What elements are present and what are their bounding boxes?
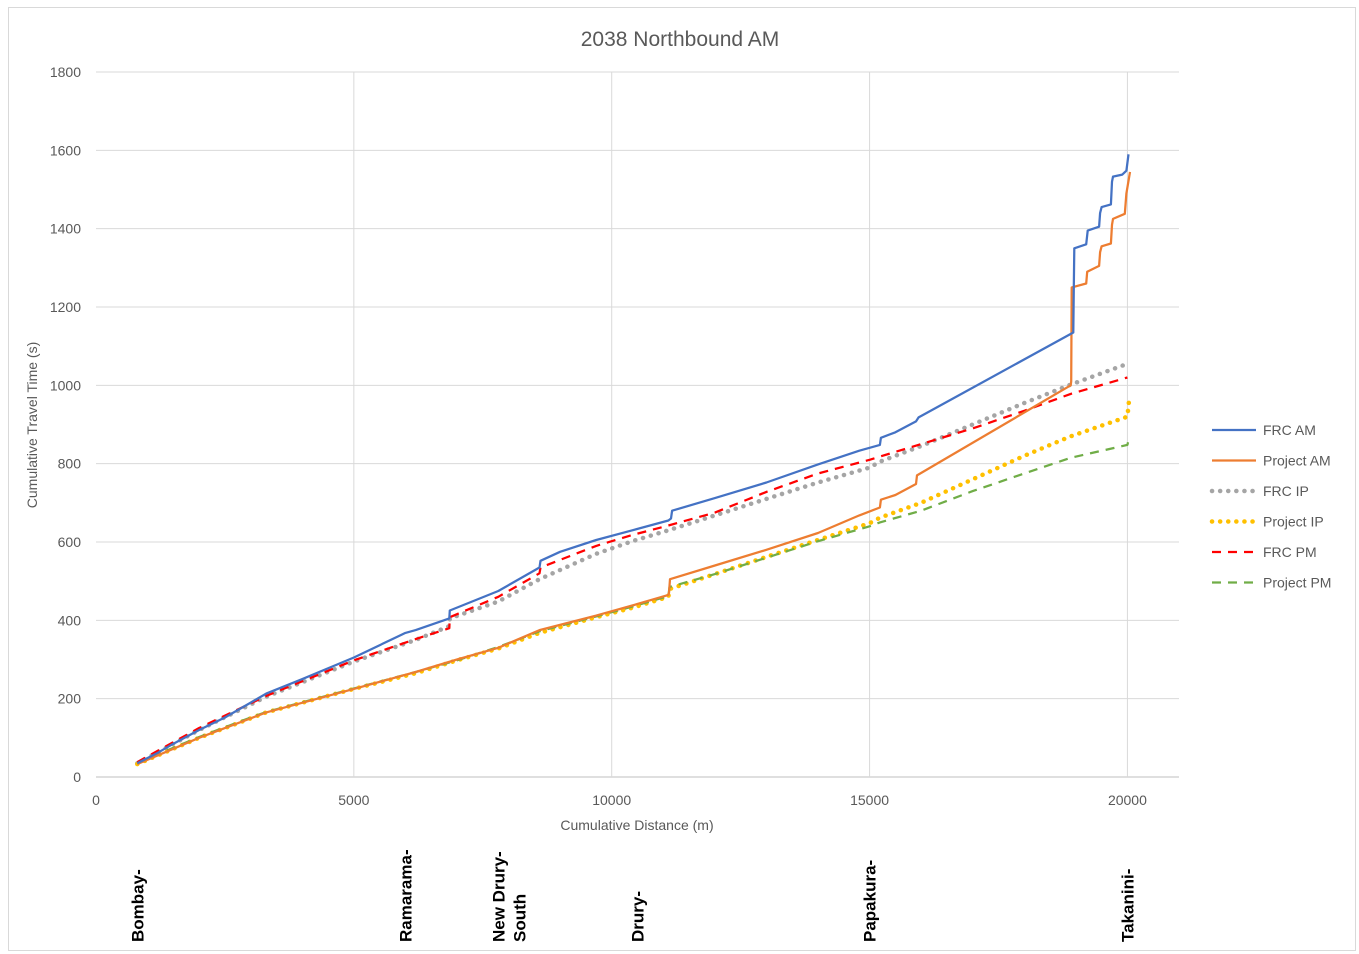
y-axis-label: Cumulative Travel Time (s) [24,342,40,508]
series-line-frc-am [136,154,1130,765]
series-line-frc-pm [136,376,1128,764]
x-tick-label: 15000 [850,792,889,808]
y-tick-label: 1000 [50,377,81,393]
y-tick-label: 400 [58,612,82,628]
y-tick-label: 1200 [50,299,81,315]
legend: FRC AM Project AM FRC IP Project IP FRC PM Pr… [1209,422,1331,591]
x-axis-label: Cumulative Distance (m) [560,817,713,833]
y-tick-label: 1800 [50,64,81,80]
legend-label: FRC AM [1263,422,1316,438]
y-tick-label: 0 [73,769,81,785]
legend-label: Project IP [1263,514,1324,530]
station-label: New Drury- South [490,851,530,942]
series-line-frc-ip [135,361,1130,766]
x-tick-label: 0 [92,792,100,808]
y-tick-label: 800 [58,456,82,472]
x-tick-label: 10000 [592,792,631,808]
x-tick-labels: 0 5000 10000 15000 20000 [92,792,1147,808]
station-label: Ramarama- [396,849,415,942]
legend-label: FRC IP [1263,483,1309,499]
station-label: Papakura- [861,860,880,942]
legend-label: Project PM [1263,575,1331,591]
series-line-project-am [136,171,1132,766]
legend-label: Project AM [1263,453,1331,469]
station-label: Bombay- [128,869,147,942]
station-label: Drury- [629,891,648,942]
chart-frame [8,7,1356,951]
y-tick-label: 600 [58,534,82,550]
y-tick-label: 200 [58,691,82,707]
station-label: Takanini- [1118,869,1137,942]
series-line-project-pm [136,437,1131,764]
series-line-project-ip [135,398,1132,767]
legend-label: FRC PM [1263,544,1317,560]
station-labels: Bombay- Ramarama- New Drury- South Drury- Pap… [128,849,1137,942]
chart-title: 2038 Northbound AM [581,28,779,51]
x-tick-label: 20000 [1108,792,1147,808]
y-tick-labels: 0 200 400 600 800 1000 1200 1400 1600 1800 [50,64,81,785]
gridlines [96,71,1179,778]
series-lines [135,154,1132,767]
x-tick-label: 5000 [338,792,369,808]
y-tick-label: 1400 [50,221,81,237]
y-tick-label: 1600 [50,142,81,158]
